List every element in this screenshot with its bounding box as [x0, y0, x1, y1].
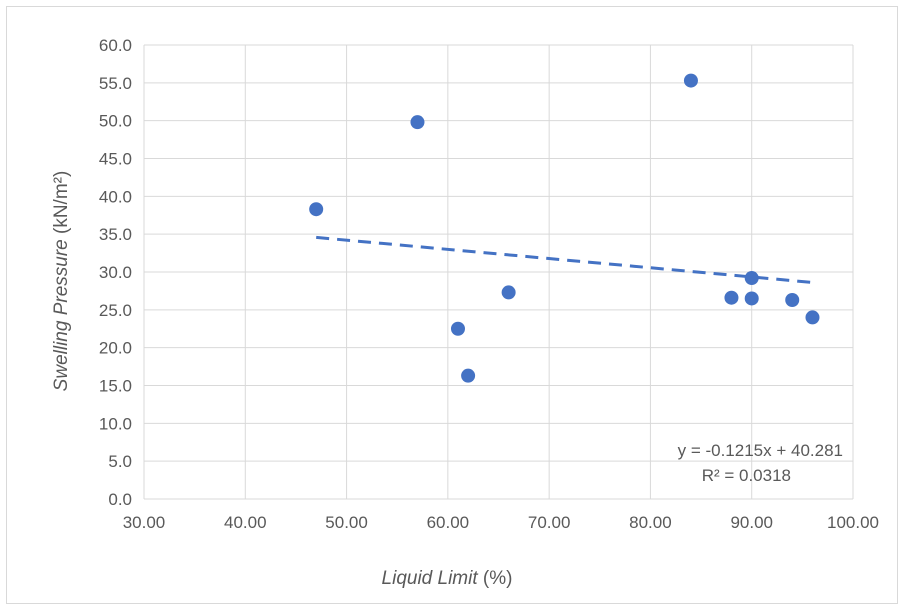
y-tick-label: 5.0	[108, 452, 132, 471]
y-tick-label: 25.0	[99, 301, 132, 320]
x-tick-label: 50.00	[325, 513, 368, 532]
data-points	[309, 73, 820, 383]
y-tick-label: 30.0	[99, 263, 132, 282]
data-point	[805, 310, 820, 325]
data-point	[450, 321, 465, 336]
trendline	[316, 235, 813, 284]
y-axis-tick-labels: 0.0 5.0 10.0 15.0 20.0 25.0 30.0 35.0 40.0 45.0 50…	[99, 36, 132, 509]
trendline-equation-label: y = -0.1215x + 40.281	[678, 441, 843, 460]
y-tick-label: 35.0	[99, 225, 132, 244]
chart-frame: 0.0 5.0 10.0 15.0 20.0 25.0 30.0 35.0 40.0 45.0 50…	[6, 6, 898, 604]
y-tick-label: 0.0	[108, 490, 132, 509]
x-tick-label: 100.00	[827, 513, 879, 532]
y-tick-label: 10.0	[99, 414, 132, 433]
data-point	[461, 368, 476, 383]
data-point	[724, 290, 739, 305]
data-point	[410, 115, 425, 130]
x-tick-label: 80.00	[629, 513, 672, 532]
data-point	[683, 73, 698, 88]
y-tick-label: 50.0	[99, 112, 132, 131]
trendline-r2-label: R² = 0.0318	[702, 466, 791, 485]
x-tick-label: 90.00	[730, 513, 773, 532]
x-tick-label: 70.00	[528, 513, 571, 532]
y-tick-label: 40.0	[99, 187, 132, 206]
x-tick-label: 40.00	[224, 513, 267, 532]
x-axis-tick-labels: 30.00 40.00 50.00 60.00 70.00 80.00 90.00 100.0…	[123, 513, 879, 532]
y-axis-title: Swelling Pressure (kN/m²)	[51, 171, 72, 392]
x-tick-label: 60.00	[427, 513, 470, 532]
y-tick-label: 45.0	[99, 150, 132, 169]
gridlines	[143, 44, 854, 500]
y-tick-label: 60.0	[99, 36, 132, 55]
y-tick-label: 20.0	[99, 339, 132, 358]
y-tick-label: 15.0	[99, 377, 132, 396]
data-point	[744, 291, 759, 306]
scatter-chart: 0.0 5.0 10.0 15.0 20.0 25.0 30.0 35.0 40.0 45.0 50…	[51, 36, 879, 589]
data-point	[785, 292, 800, 307]
data-point	[744, 271, 759, 286]
x-tick-label: 30.00	[123, 513, 166, 532]
data-point	[501, 285, 516, 300]
y-tick-label: 55.0	[99, 74, 132, 93]
trendline-group	[316, 235, 813, 284]
data-point	[309, 202, 324, 217]
x-axis-title: Liquid Limit (%)	[382, 568, 513, 589]
